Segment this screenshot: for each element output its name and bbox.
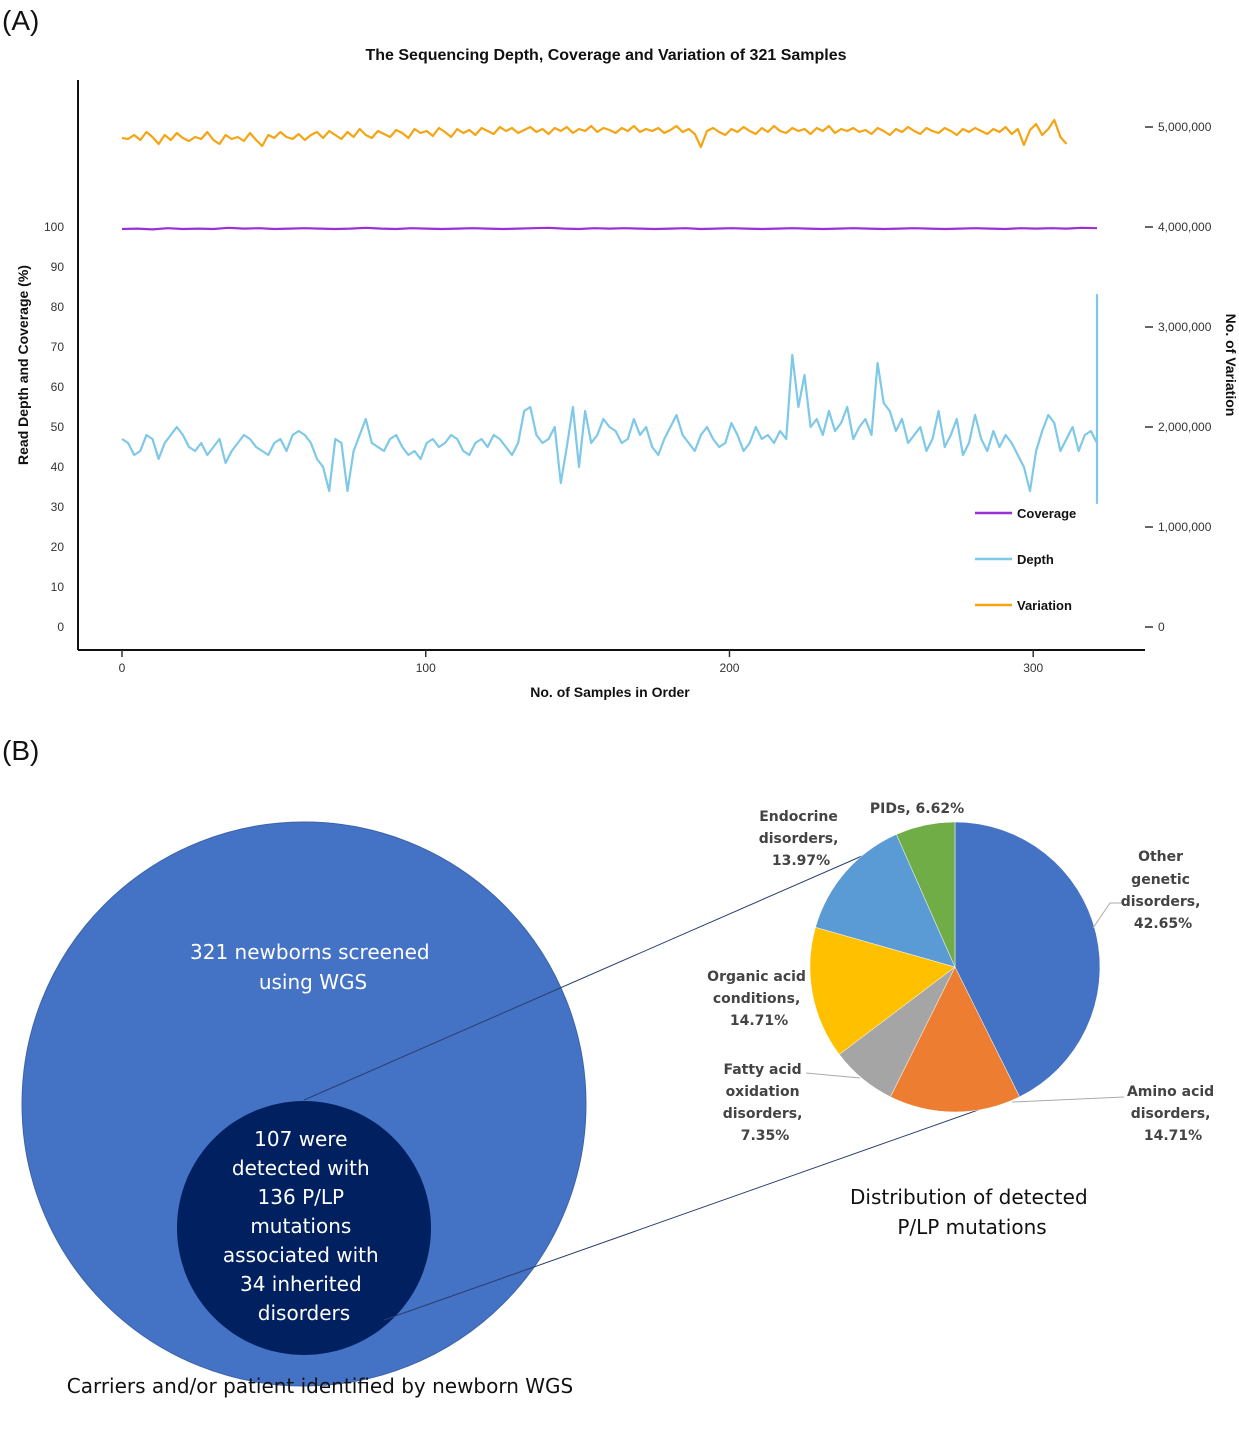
- connector-line-top: [303, 855, 863, 1101]
- pie-label-line: Other: [1138, 849, 1183, 865]
- inner-text-line: 34 inherited: [240, 1272, 362, 1296]
- x-tick-label: 300: [1023, 661, 1043, 675]
- series-line-depth: [121, 293, 1099, 505]
- y-axis-label-right: No. of Variation: [1223, 314, 1239, 417]
- pie-label-line: Endocrine: [759, 809, 838, 825]
- leader-amino: [1011, 1096, 1125, 1103]
- y-tick-label-left: 70: [51, 340, 65, 354]
- pie-label-line: Amino acid: [1127, 1084, 1214, 1100]
- pie-slice-1: [890, 966, 1020, 1113]
- pie-label-line: 13.97%: [772, 853, 830, 869]
- pie-caption: Distribution of detected P/LP mutations: [850, 1185, 1094, 1239]
- pie-label-fatty: Fatty acid oxidation disorders, 7.35%: [723, 1062, 808, 1144]
- y-tick-label-left: 10: [51, 580, 65, 594]
- pie-label-endocrine: Endocrine disorders, 13.97%: [759, 809, 844, 869]
- outer-text-line: 321 newborns screened: [190, 940, 430, 964]
- y-tick-label-right: 0: [1158, 620, 1165, 634]
- pie-label-organic: Organic acid conditions, 14.71%: [707, 969, 811, 1029]
- x-ticks: 0 100 200 300: [119, 650, 1044, 675]
- x-tick-label: 0: [119, 661, 126, 675]
- inner-text-line: 107 were: [254, 1127, 347, 1151]
- leader-other: [1092, 902, 1124, 929]
- y-tick-label-left: 50: [51, 420, 65, 434]
- inner-text-line: mutations: [250, 1214, 351, 1238]
- pie-labels: Other genetic disorders, 42.65% Amino ac…: [707, 801, 1219, 1144]
- pie-slice-5: [896, 821, 956, 968]
- x-tick-label: 200: [719, 661, 739, 675]
- pie-label-line: disorders,: [1121, 894, 1201, 910]
- y-tick-label-left: 30: [51, 500, 65, 514]
- pie-label-line: disorders,: [723, 1106, 803, 1122]
- y-tick-label-left: 60: [51, 380, 65, 394]
- pie-label-line: 42.65%: [1134, 916, 1192, 932]
- legend-label-variation: Variation: [1017, 598, 1072, 613]
- legend: Coverage Depth Variation: [975, 506, 1076, 613]
- pie-slice-4: [815, 834, 956, 968]
- y-tick-label-left: 40: [51, 460, 65, 474]
- chart-title: The Sequencing Depth, Coverage and Varia…: [365, 47, 846, 64]
- y-tick-label-left: 0: [57, 620, 64, 634]
- series-lines: [121, 118, 1099, 505]
- pie-label-line: disorders,: [759, 831, 839, 847]
- x-tick-label: 100: [416, 661, 436, 675]
- outer-circle-text: 321 newborns screened using WGS: [190, 940, 436, 994]
- y-ticks-right: 0 1,000,000 2,000,000 3,000,000 4,000,000 5,0…: [1145, 120, 1212, 634]
- line-chart: 0 10 20 30 40 50 60 70 80 90 100 0 1,000,000 2,000,0…: [15, 80, 1239, 700]
- pie-slice-3: [809, 926, 956, 1055]
- connector-line-bottom: [383, 1097, 1013, 1321]
- pie-label-line: 14.71%: [1144, 1128, 1202, 1144]
- series-line-coverage: [121, 226, 1098, 231]
- pie-label-line: Fatty acid: [723, 1062, 801, 1078]
- pie-caption-line: Distribution of detected: [850, 1185, 1088, 1209]
- pie-label-line: Organic acid: [707, 969, 806, 985]
- pie-caption-line: P/LP mutations: [897, 1215, 1046, 1239]
- pie-label-line: genetic: [1131, 872, 1190, 888]
- venn-diagram: 321 newborns screened using WGS 107 were…: [21, 821, 587, 1398]
- pie-label-line: 7.35%: [741, 1128, 790, 1144]
- y-tick-label-right: 3,000,000: [1158, 320, 1212, 334]
- y-tick-label-right: 2,000,000: [1158, 420, 1212, 434]
- pie-label-pids: PIDs, 6.62%: [870, 801, 964, 817]
- pie-label-amino: Amino acid disorders, 14.71%: [1127, 1084, 1219, 1144]
- pie-label-line: disorders,: [1131, 1106, 1211, 1122]
- inner-text-line: 136 P/LP: [258, 1185, 345, 1209]
- x-axis-label: No. of Samples in Order: [530, 684, 690, 700]
- y-axis-label-left: Read Depth and Coverage (%): [15, 265, 31, 465]
- inner-text-line: disorders: [258, 1301, 350, 1325]
- pie-label-line: conditions,: [713, 991, 800, 1007]
- y-tick-label-left: 90: [51, 260, 65, 274]
- y-tick-label-left: 100: [44, 220, 64, 234]
- inner-text-line: associated with: [223, 1243, 379, 1267]
- y-tick-label-right: 1,000,000: [1158, 520, 1212, 534]
- y-tick-label-left: 80: [51, 300, 65, 314]
- pie-label-other: Other genetic disorders, 42.65%: [1121, 849, 1206, 932]
- inner-circle-text: 107 were detected with 136 P/LP mutation…: [223, 1127, 385, 1325]
- pie-label-line: 14.71%: [730, 1013, 788, 1029]
- series-line-variation: [121, 118, 1068, 149]
- legend-label-coverage: Coverage: [1017, 506, 1076, 521]
- inner-circle: [177, 1101, 431, 1355]
- panel-b-label: (B): [2, 735, 39, 766]
- outer-text-line: using WGS: [259, 970, 367, 994]
- pie-label-line: oxidation: [726, 1084, 800, 1100]
- pie-slice-0: [954, 821, 1101, 1098]
- legend-label-depth: Depth: [1017, 552, 1054, 567]
- venn-caption: Carriers and/or patient identified by ne…: [67, 1374, 574, 1398]
- y-ticks-left: 0 10 20 30 40 50 60 70 80 90 100: [44, 220, 64, 634]
- panel-a-label: (A): [2, 5, 39, 36]
- pie-chart: [809, 821, 1101, 1113]
- y-tick-label-right: 4,000,000: [1158, 220, 1212, 234]
- y-tick-label-right: 5,000,000: [1158, 120, 1212, 134]
- leader-fatty: [805, 1072, 861, 1079]
- inner-text-line: detected with: [232, 1156, 370, 1180]
- y-tick-label-left: 20: [51, 540, 65, 554]
